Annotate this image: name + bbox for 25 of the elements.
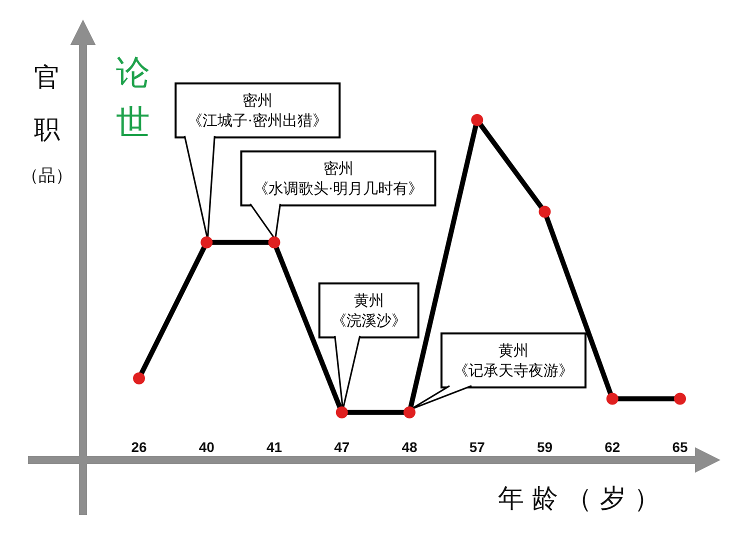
x-axis-title: 年龄（岁） — [498, 483, 668, 513]
annotation: 密州《水调歌头·明月几时有》 — [253, 160, 424, 198]
point — [133, 372, 145, 384]
point — [471, 114, 484, 126]
point — [268, 236, 280, 248]
point — [336, 406, 348, 418]
x-tick-label: 48 — [402, 439, 418, 455]
chart-title: 论世 — [116, 54, 150, 142]
y-axis-title: 官职（品） — [22, 62, 72, 185]
point — [606, 392, 618, 405]
point — [538, 206, 551, 218]
x-tick-label: 47 — [334, 439, 350, 455]
point — [200, 236, 213, 248]
x-tick-label: 62 — [604, 439, 620, 455]
x-tick-label: 40 — [198, 439, 215, 455]
x-tick-label: 57 — [469, 439, 486, 455]
annotation: 密州《江城子·密州出猎》 — [188, 92, 328, 130]
annotation: 黄州《浣溪沙》 — [331, 292, 406, 330]
point — [674, 392, 686, 405]
annotation: 黄州《记承天寺夜游》 — [454, 342, 574, 380]
x-tick-label: 65 — [672, 439, 688, 455]
point — [404, 406, 416, 418]
x-tick-label: 41 — [266, 439, 282, 455]
x-tick-label: 59 — [536, 439, 553, 455]
x-tick-label: 26 — [131, 439, 147, 455]
